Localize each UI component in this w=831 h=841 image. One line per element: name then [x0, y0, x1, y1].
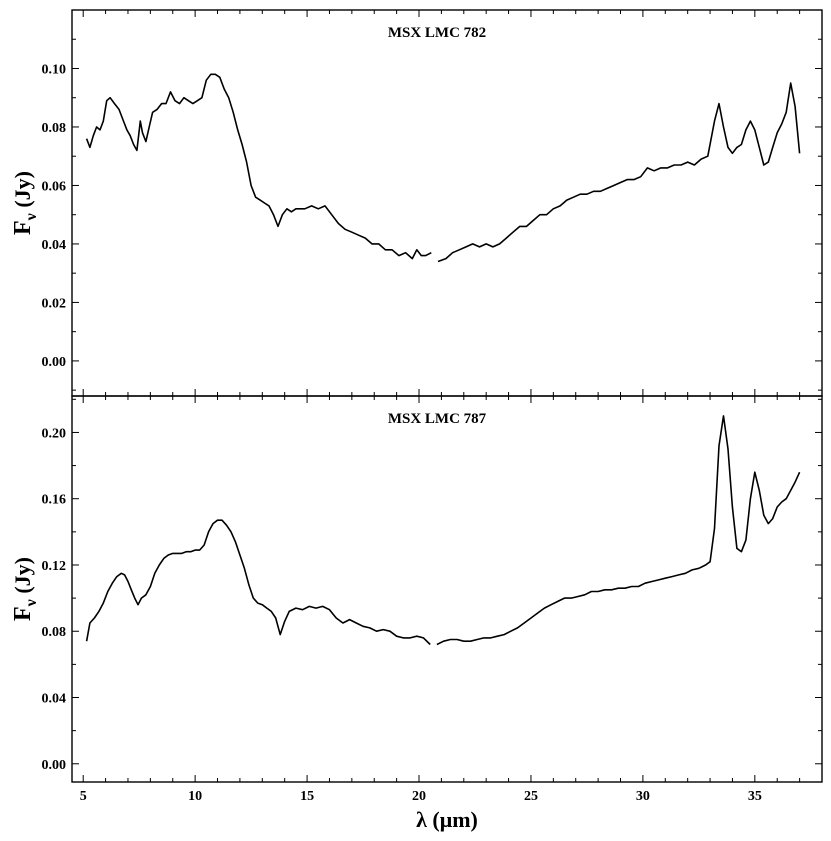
axis-ticks	[72, 10, 822, 396]
y-axis-label: Fν (Jy)	[10, 171, 40, 235]
plot-frame	[71, 395, 823, 783]
series-line	[436, 415, 801, 646]
series-line	[85, 519, 431, 646]
x-tick-label: 35	[748, 789, 762, 804]
x-tick-label: 25	[524, 789, 538, 804]
x-tick-label: 10	[188, 789, 202, 804]
y-tick-label: 0.00	[42, 355, 67, 370]
y-axis-label: Fν (Jy)	[10, 557, 40, 621]
x-tick-label: 15	[300, 789, 314, 804]
y-tick-labels: 0.00 0.02 0.04 0.06 0.08 0.10	[42, 62, 67, 369]
y-tick-label: 0.10	[42, 62, 67, 77]
series-line	[437, 82, 801, 263]
y-tick-labels: 0.00 0.04 0.08 0.12 0.16 0.20	[42, 426, 67, 772]
y-tick-label: 0.04	[42, 238, 67, 253]
y-tick-label: 0.16	[42, 493, 67, 508]
y-tick-label: 0.08	[42, 625, 67, 640]
y-tick-label: 0.04	[42, 692, 67, 707]
plot-frame	[71, 9, 823, 397]
panel-title: MSX LMC 782	[388, 25, 486, 41]
x-tick-labels: 5 10 15 20 25 30 35	[80, 789, 762, 804]
y-tick-label: 0.12	[42, 559, 67, 574]
y-tick-label: 0.06	[42, 179, 67, 194]
x-axis-label: λ (μm)	[416, 807, 478, 832]
y-tick-label: 0.00	[42, 758, 67, 773]
spectrum-lines	[85, 415, 801, 646]
y-tick-label: 0.08	[42, 121, 67, 136]
x-tick-label: 5	[80, 789, 87, 804]
axis-ticks	[72, 396, 822, 782]
series-line	[85, 73, 432, 260]
panel-msx-lmc-787: 0.00 0.04 0.08 0.12 0.16 0.20 MSX LMC 787 Fν …	[10, 395, 823, 783]
y-tick-label: 0.20	[42, 426, 67, 441]
x-tick-label: 20	[412, 789, 426, 804]
panel-msx-lmc-782: 0.00 0.02 0.04 0.06 0.08 0.10 MSX LMC 782 Fν …	[10, 9, 823, 397]
x-tick-label: 30	[636, 789, 650, 804]
y-tick-label: 0.02	[42, 296, 67, 311]
panel-title: MSX LMC 787	[388, 411, 487, 427]
spectrum-lines	[85, 73, 801, 263]
